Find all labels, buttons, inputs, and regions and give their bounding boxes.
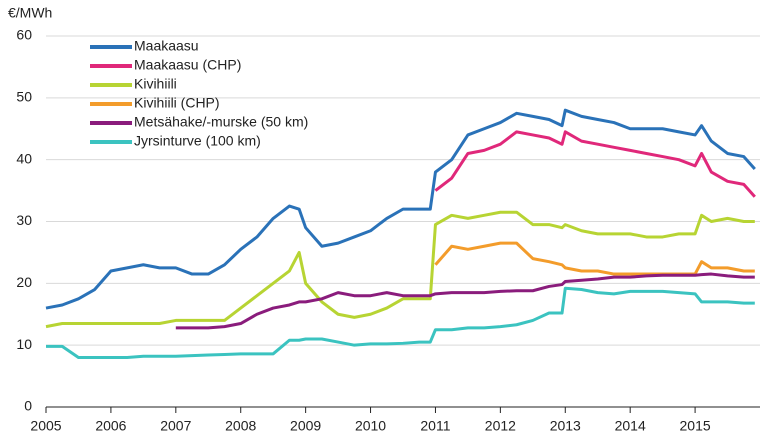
y-tick-label: 30 — [16, 212, 32, 228]
x-tick-label: 2011 — [420, 418, 450, 434]
y-tick-label: 50 — [16, 89, 32, 105]
x-tick-label: 2014 — [615, 418, 646, 434]
series-line — [46, 286, 755, 360]
y-tick-label: 40 — [16, 150, 32, 166]
y-tick-label: 10 — [16, 336, 32, 352]
y-tick-label: 20 — [16, 274, 32, 290]
x-tick-label: 2012 — [485, 418, 516, 434]
y-tick-label: 0 — [24, 398, 32, 414]
legend-label: Kivihiili — [134, 76, 177, 92]
y-tick-label: 60 — [16, 27, 32, 43]
legend-label: Kivihiili (CHP) — [134, 95, 220, 111]
x-tick-label: 2010 — [355, 418, 386, 434]
x-tick-label: 2007 — [160, 418, 191, 434]
x-tick-label: 2008 — [225, 418, 256, 434]
series-line — [175, 272, 755, 330]
legend-label: Metsähake/-murske (50 km) — [134, 114, 308, 130]
x-tick-label: 2005 — [30, 418, 61, 434]
x-tick-label: 2013 — [550, 418, 581, 434]
y-axis-label: €/MWh — [8, 5, 52, 21]
legend-label: Maakaasu — [134, 38, 199, 54]
x-tick-label: 2015 — [680, 418, 711, 434]
series-line — [45, 210, 755, 329]
x-tick-label: 2009 — [290, 418, 321, 434]
series-line — [434, 241, 755, 276]
legend-label: Maakaasu (CHP) — [134, 57, 241, 73]
legend-label: Jyrsinturve (100 km) — [134, 133, 261, 149]
series-line — [434, 130, 756, 198]
series-line — [45, 108, 756, 310]
x-tick-label: 2006 — [95, 418, 126, 434]
